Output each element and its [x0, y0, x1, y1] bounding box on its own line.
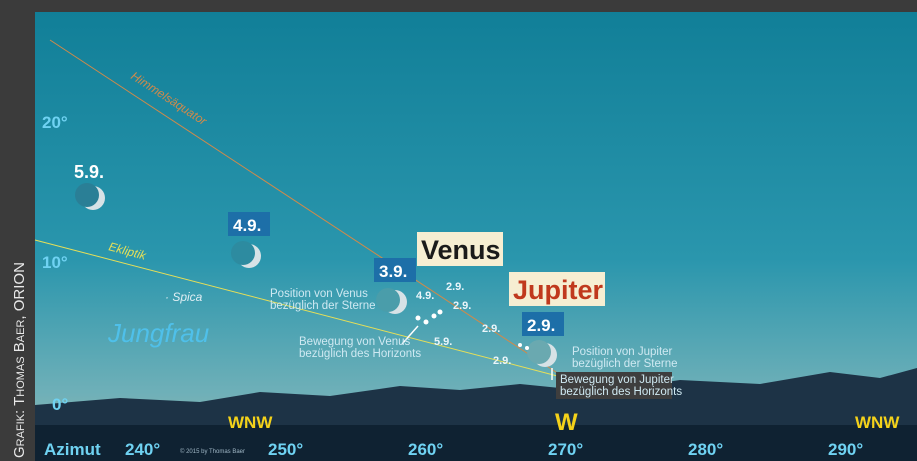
azimuth-tick: 260°: [408, 440, 443, 459]
direction: WNW: [855, 413, 900, 432]
text-line: bezüglich der Sterne: [572, 358, 677, 370]
text-line: Bewegung von Venus: [299, 336, 411, 348]
moon-date: 3.9.: [379, 262, 407, 281]
moon-date: 5.9.: [74, 162, 104, 182]
azimuth-tick: 240°: [125, 440, 160, 459]
page: Venus und Jupiter {"credit": "Grafik: Th…: [0, 0, 917, 461]
credit: Grafik: Thomas Baer, ORION: [11, 262, 28, 458]
small-date: 2.9.: [482, 323, 500, 335]
direction: WNW: [228, 413, 273, 432]
azimuth-label: Azimut: [44, 440, 101, 459]
ground: [35, 425, 917, 461]
moon-date: 4.9.: [233, 216, 261, 235]
copyright: © 2015 by Thomas Baer: [180, 448, 245, 455]
azimuth-tick: 250°: [268, 440, 303, 459]
small-date: 2.9.: [453, 300, 471, 312]
sky-chart: 20° 10° 0° Azimut 240° 250° 260° 270° 28…: [0, 0, 917, 461]
altitude-label: 20°: [42, 113, 68, 132]
moon-date: 2.9.: [527, 316, 555, 335]
azimuth-tick: 270°: [548, 440, 583, 459]
small-date: 2.9.: [446, 281, 464, 293]
text-line: Position von Jupiter: [572, 346, 673, 358]
moon-shadow: [527, 340, 551, 364]
azimuth-tick: 280°: [688, 440, 723, 459]
star-label: · Spica: [165, 290, 203, 304]
text-line: bezüglich des Horizonts: [299, 348, 421, 360]
altitude-label: 0°: [52, 395, 68, 414]
planet-label: Jupiter: [513, 275, 604, 305]
direction: W: [555, 409, 578, 436]
small-date: 4.9.: [416, 290, 434, 302]
altitude-label: 10°: [42, 253, 68, 272]
azimuth-tick: 290°: [828, 440, 863, 459]
small-date: 5.9.: [434, 336, 452, 348]
text-line: bezüglich der Sterne: [270, 300, 375, 312]
moon-shadow: [376, 288, 400, 312]
moon-shadow: [75, 183, 99, 207]
constellation-label: Jungfrau: [107, 318, 209, 348]
text-line: bezüglich des Horizonts: [560, 386, 682, 398]
body: 20° 10° 0° Azimut 240° 250° 260° 270° 28…: [0, 0, 917, 461]
planet-label: Venus: [421, 235, 501, 265]
text-line: Position von Venus: [270, 288, 368, 300]
text-line: Bewegung von Jupiter: [560, 374, 674, 386]
small-date: 2.9.: [493, 355, 511, 367]
moon-shadow: [231, 241, 255, 265]
